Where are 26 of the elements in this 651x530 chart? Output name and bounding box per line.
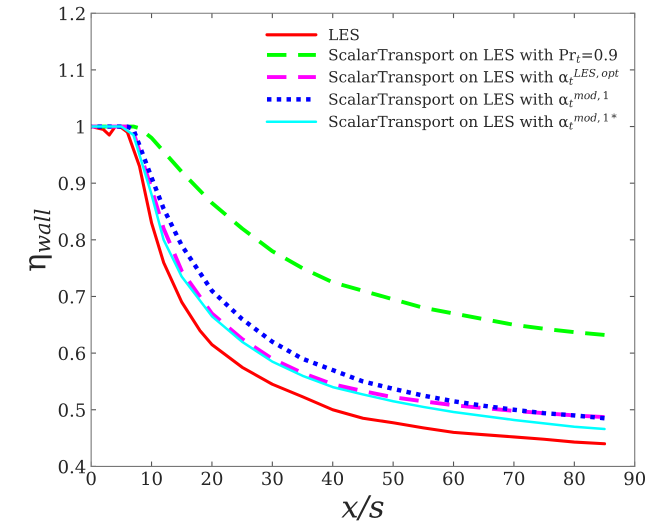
x-tick-label: 60 — [443, 472, 464, 486]
x-tick-label: 0 — [86, 472, 96, 486]
legend-label: LES — [328, 28, 359, 40]
legend-label: ScalarTransport on LES with α$_{t}$$^{mod,1*}$ — [329, 113, 617, 130]
x-tick-label: 50 — [383, 472, 404, 486]
x-tick-label: 40 — [322, 472, 344, 486]
legend-label: ScalarTransport on LES with Pr$_{t}$=0.9 — [329, 48, 617, 64]
legend-label: ScalarTransport on LES with α$_{t}$$^{LES,opt}$ — [329, 68, 619, 86]
y-axis-title: η$_{wall}$ — [29, 209, 52, 271]
x-tick-label: 30 — [262, 472, 283, 486]
y-tick-label: 0.5 — [58, 403, 85, 417]
y-tick-label: 0.4 — [58, 460, 86, 474]
y-tick-label: 1.2 — [60, 6, 85, 20]
x-axis-title: x/s — [341, 495, 384, 520]
x-tick-label: 20 — [202, 472, 222, 486]
y-tick-label: 1 — [76, 120, 84, 134]
x-tick-label: 80 — [564, 472, 585, 486]
legend-label: ScalarTransport on LES with α$_{t}$$^{mod,1}$ — [329, 90, 608, 108]
x-tick-label: 10 — [142, 472, 162, 486]
y-tick-label: 1.1 — [60, 63, 84, 78]
y-tick-label: 0.6 — [58, 346, 86, 360]
x-tick-label: 70 — [504, 472, 524, 486]
y-tick-label: 0.9 — [58, 176, 86, 190]
y-tick-label: 0.7 — [58, 290, 85, 304]
y-tick-label: 0.8 — [58, 233, 86, 247]
x-tick-label: 90 — [624, 472, 646, 486]
